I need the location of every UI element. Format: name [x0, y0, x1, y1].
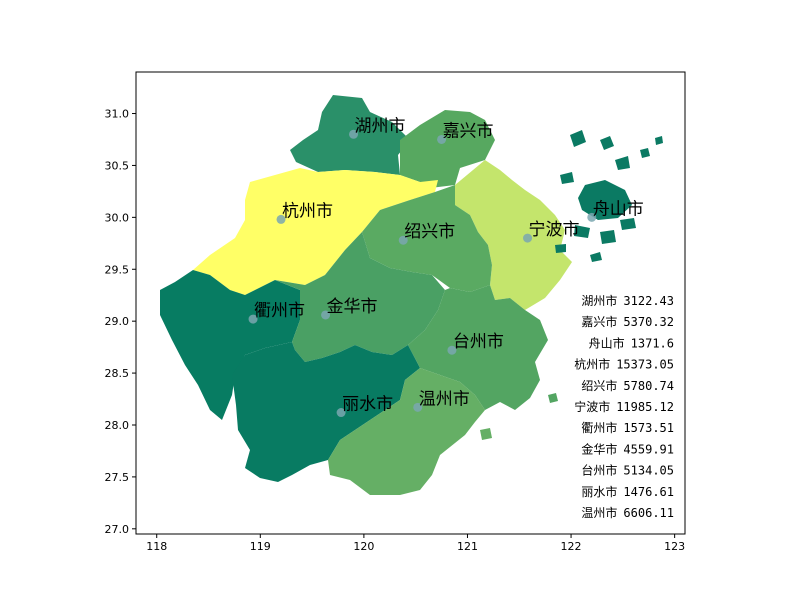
city-label: 嘉兴市 [443, 121, 494, 141]
city-label: 丽水市 [342, 395, 393, 415]
y-tick-label: 29.0 [105, 315, 130, 328]
legend-entry-value: 1371.6 [631, 336, 674, 350]
city-marker [276, 214, 286, 224]
legend-entry-value: 1476.61 [623, 485, 674, 499]
city-marker [447, 345, 457, 355]
city-markers [248, 129, 597, 418]
legend-entry-value: 5370.32 [623, 315, 674, 329]
region-jiaxing [400, 110, 495, 188]
legend-entry-value: 3122.43 [623, 294, 674, 308]
y-tick-label: 31.0 [105, 108, 130, 121]
legend-entry-name: 绍兴市 [581, 378, 617, 393]
legend-entry-name: 舟山市 [589, 335, 625, 350]
region-shaoxing [362, 185, 492, 292]
legend-entry-value: 6606.11 [623, 506, 674, 520]
legend-entry-value: 15373.05 [616, 358, 674, 372]
city-label: 湖州市 [355, 116, 406, 136]
legend-entry: 嘉兴市 5370.32 [581, 314, 674, 329]
legend-entry: 绍兴市 5780.74 [581, 378, 674, 393]
legend-entry-name: 嘉兴市 [581, 314, 617, 329]
y-tick-label: 28.5 [105, 367, 130, 380]
legend-entry: 宁波市 11985.12 [574, 399, 674, 414]
region-ningbo [455, 160, 572, 310]
legend-entry-name: 宁波市 [574, 399, 610, 414]
city-label: 衢州市 [254, 300, 305, 321]
value-legend: 湖州市 3122.43 嘉兴市 5370.32 舟山市 1371.6 杭州市 15373.05… [574, 293, 674, 520]
city-marker [336, 408, 346, 418]
x-tick-label: 122 [561, 540, 582, 553]
city-label: 温州市 [419, 389, 470, 409]
city-marker [437, 134, 447, 144]
legend-entry-name: 衢州市 [581, 420, 617, 435]
city-marker [349, 129, 359, 139]
legend-entry: 舟山市 1371.6 [589, 335, 674, 350]
legend-entry-name: 金华市 [581, 441, 617, 456]
region-quzhou [160, 270, 300, 420]
legend-entry-value: 11985.12 [616, 400, 674, 414]
city-marker [413, 402, 423, 412]
city-label: 杭州市 [282, 201, 333, 221]
region-taizhou [408, 285, 548, 410]
city-label: 台州市 [453, 332, 504, 352]
legend-entry-value: 5134.05 [623, 464, 674, 478]
region-wenzhou [328, 368, 485, 495]
legend-entry-value: 1573.51 [623, 421, 674, 435]
x-tick-label: 123 [664, 540, 685, 553]
region-lishui [232, 342, 420, 482]
y-tick-label: 28.0 [105, 419, 130, 432]
city-label: 宁波市 [529, 220, 580, 240]
x-axis: 118 119 120 121 122 123 [146, 534, 685, 553]
city-label: 金华市 [327, 297, 378, 317]
city-marker [398, 235, 408, 245]
islet-taizhou [548, 393, 558, 403]
city-marker [587, 212, 597, 222]
legend-entry-name: 丽水市 [581, 484, 617, 499]
city-marker [523, 233, 533, 243]
city-label: 舟山市 [593, 199, 644, 219]
city-marker [248, 314, 258, 324]
legend-entry: 杭州市 15373.05 [574, 357, 674, 372]
legend-entry: 丽水市 1476.61 [581, 484, 674, 499]
region-jinhua [275, 232, 445, 362]
legend-entry: 温州市 6606.11 [581, 505, 674, 520]
legend-entry-value: 5780.74 [623, 379, 674, 393]
legend-entry-name: 杭州市 [574, 357, 610, 372]
legend-entry-name: 湖州市 [581, 293, 617, 308]
legend-entry-name: 台州市 [581, 463, 617, 478]
y-tick-label: 27.5 [105, 471, 130, 484]
y-tick-label: 29.5 [105, 263, 130, 276]
islet-wenzhou [480, 428, 492, 440]
legend-entry: 湖州市 3122.43 [581, 293, 674, 308]
legend-entry: 衢州市 1573.51 [581, 420, 674, 435]
y-tick-label: 30.5 [105, 159, 130, 172]
legend-entry-value: 4559.91 [623, 442, 674, 456]
region-hangzhou [193, 168, 438, 295]
x-tick-label: 118 [146, 540, 167, 553]
x-tick-label: 120 [353, 540, 374, 553]
legend-entry-name: 温州市 [581, 505, 617, 520]
y-tick-label: 27.0 [105, 523, 130, 536]
city-marker [321, 310, 331, 320]
x-tick-label: 121 [457, 540, 478, 553]
y-axis: 27.0 27.5 28.0 28.5 29.0 29.5 30.0 30.5 31.0 [105, 108, 136, 536]
y-tick-label: 30.0 [105, 211, 130, 224]
legend-entry: 金华市 4559.91 [581, 441, 674, 456]
region-zhoushan [555, 130, 663, 262]
plot-frame [135, 71, 686, 535]
x-tick-label: 119 [250, 540, 271, 553]
legend-entry: 台州市 5134.05 [581, 463, 674, 478]
city-label: 绍兴市 [404, 222, 455, 242]
